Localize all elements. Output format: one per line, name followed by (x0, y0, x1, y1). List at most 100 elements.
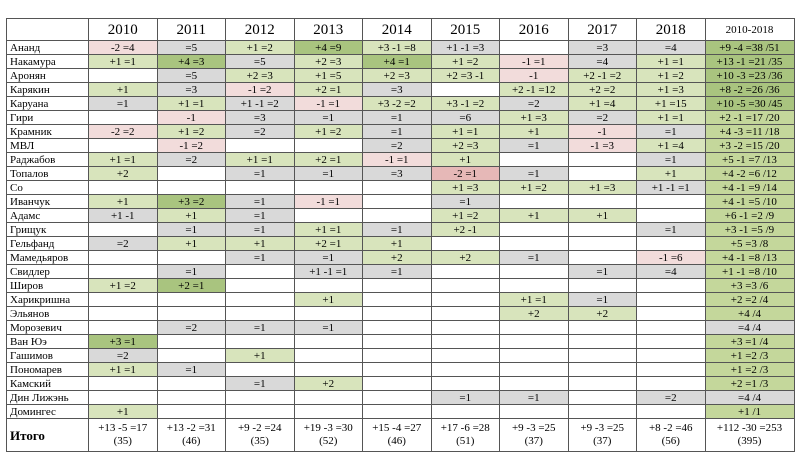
score-cell (636, 348, 706, 363)
score-cell (430, 362, 500, 377)
score-cell: +4 -1 =5 /10 (704, 194, 795, 209)
score-cell (293, 180, 363, 195)
score-cell: +1 (156, 208, 226, 223)
score-cell: +3 -1 =2 (430, 96, 500, 111)
year-header: 2012 (225, 18, 295, 41)
total-row: Итого +13 -5 =17 (35) +13 -2 =31 (46) +9 -2 =… (6, 418, 795, 452)
score-cell: =1 (156, 222, 226, 237)
score-cell (636, 404, 706, 419)
score-cell: +1 (430, 152, 500, 167)
score-cell (293, 404, 363, 419)
score-cell (636, 208, 706, 223)
score-cell (293, 348, 363, 363)
score-cell (499, 348, 569, 363)
score-cell (499, 320, 569, 335)
score-cell (636, 306, 706, 321)
total-cell: +8 -2 =46 (56) (636, 418, 706, 452)
total-line: +19 -3 =30 (303, 422, 353, 434)
score-cell (88, 390, 158, 405)
score-cell: +1 =2 /3 (704, 362, 795, 377)
player-row: Аронян =5 +2 =3 +1 =5 +2 =3 +2 =3 -1 -1 +2 -1 =… (6, 68, 795, 83)
player-name: Морозевич (6, 320, 89, 335)
score-cell: +2 -1 (430, 222, 500, 237)
score-cell (499, 376, 569, 391)
score-cell (567, 320, 637, 335)
player-row: Дин Лижэнь =1 =1 =2 =4 /4 (6, 390, 795, 405)
total-line: +8 -2 =46 (648, 422, 693, 434)
score-cell (430, 292, 500, 307)
score-cell (567, 390, 637, 405)
score-cell (567, 166, 637, 181)
score-cell (88, 68, 158, 83)
score-cell: +4 =1 (362, 54, 432, 69)
player-name: Свидлер (6, 264, 89, 279)
score-cell: =1 (362, 110, 432, 125)
score-cell (430, 236, 500, 251)
score-cell: =3 (567, 40, 637, 55)
score-cell: =1 (362, 124, 432, 139)
score-cell: +2 =1 (156, 278, 226, 293)
score-cell (225, 278, 295, 293)
score-cell: =1 (499, 250, 569, 265)
score-cell: -1 =3 (567, 138, 637, 153)
year-header: 2015 (430, 18, 500, 41)
total-line: +15 -4 =27 (372, 422, 422, 434)
score-cell (156, 250, 226, 265)
score-cell: +1 (88, 82, 158, 97)
player-row: Раджабов +1 =1 =2 +1 =1 +2 =1 -1 =1 +1 =1 +5 -1 … (6, 152, 795, 167)
score-cell (499, 278, 569, 293)
score-cell: -1 =6 (636, 250, 706, 265)
score-cell (293, 278, 363, 293)
score-cell: +8 -2 =26 /36 (704, 82, 795, 97)
score-cell: +1 (567, 208, 637, 223)
score-cell: =4 (636, 264, 706, 279)
score-cell (430, 320, 500, 335)
total-cell: +15 -4 =27 (46) (362, 418, 432, 452)
player-name: Домингес (6, 404, 89, 419)
score-cell: =1 (225, 194, 295, 209)
score-cell: +1 (499, 124, 569, 139)
score-cell: +3 =1 /4 (704, 334, 795, 349)
score-cell (88, 110, 158, 125)
score-cell: +1 =1 (88, 362, 158, 377)
score-cell (362, 194, 432, 209)
player-row: Эльянов +2 +2 +4 /4 (6, 306, 795, 321)
score-cell: =2 (88, 236, 158, 251)
player-row: Адамс +1 -1 +1 =1 +1 =2 +1 +1 +6 -1 =2 /9 (6, 208, 795, 223)
score-cell (88, 264, 158, 279)
score-cell: +1 =2 (225, 40, 295, 55)
score-cell: +1 =2 (293, 124, 363, 139)
score-cell (362, 208, 432, 223)
score-cell: +1 -1 =1 (636, 180, 706, 195)
score-cell: =5 (156, 68, 226, 83)
score-cell: +3 =1 (88, 334, 158, 349)
score-cell: +2 =3 -1 (430, 68, 500, 83)
score-cell: +1 =3 (567, 180, 637, 195)
score-cell: +1 =1 (225, 152, 295, 167)
score-cell (567, 194, 637, 209)
score-cell: -1 =1 (362, 152, 432, 167)
score-cell: +1 (293, 292, 363, 307)
score-cell: +6 -1 =2 /9 (704, 208, 795, 223)
score-cell (636, 292, 706, 307)
total-line: (395) (737, 435, 762, 447)
score-cell: +1 =1 (156, 96, 226, 111)
score-cell: =2 (499, 96, 569, 111)
player-row: Накамура +1 =1 +4 =3 =5 +2 =3 +4 =1 +1 =2 -1 =1… (6, 54, 795, 69)
total-line: (37) (524, 435, 543, 447)
score-cell (362, 376, 432, 391)
score-cell: +1 -1 =8 /10 (704, 264, 795, 279)
player-name: Каруана (6, 96, 89, 111)
score-cell: +1 =2 (156, 124, 226, 139)
score-cell: +2 =1 (293, 82, 363, 97)
score-cell: +2 =2 /4 (704, 292, 795, 307)
score-cell: =1 (293, 250, 363, 265)
total-line: (46) (387, 435, 406, 447)
score-cell: +1 =2 (636, 68, 706, 83)
score-cell (567, 362, 637, 377)
score-cell: =2 (156, 152, 226, 167)
score-cell: +1 =1 (430, 124, 500, 139)
player-row: Свидлер =1 +1 -1 =1 =1 =1 =4 +1 -1 =8 /10 (6, 264, 795, 279)
total-cell: +9 -2 =24 (35) (225, 418, 295, 452)
score-cell: +1 =3 (636, 82, 706, 97)
